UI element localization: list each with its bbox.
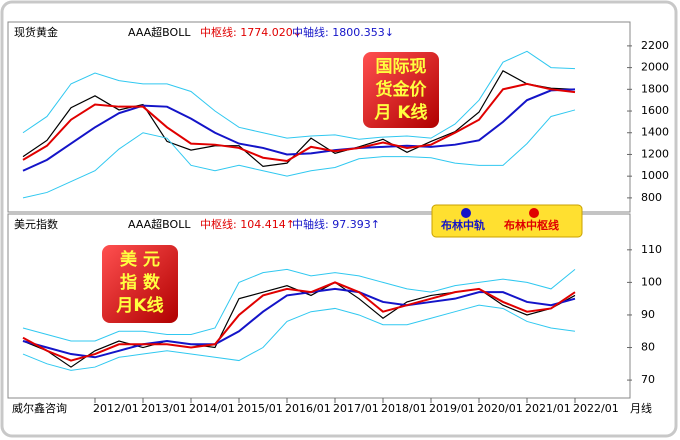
source: 威尔鑫咨询 — [12, 401, 67, 415]
x-tick-label: 2013/01 — [141, 402, 187, 415]
series-line — [22, 304, 576, 371]
y-tick-label: 1200 — [641, 147, 669, 160]
y-tick-label: 2200 — [641, 39, 669, 52]
y-tick-label: 1400 — [641, 126, 669, 139]
y-tick-label: 800 — [641, 191, 662, 204]
x-tick-label: 2018/01 — [381, 402, 427, 415]
panel-top — [7, 21, 631, 213]
annotation-box — [363, 52, 439, 128]
series-line — [22, 109, 576, 199]
pivot-label: 中枢线: 104.414↑ — [200, 217, 295, 231]
series-line — [22, 281, 576, 362]
x-tick-label: 2022/01 — [573, 402, 619, 415]
indicator-name: AAA超BOLL — [128, 217, 191, 231]
y-tick-label: 110 — [641, 243, 662, 256]
x-tick-label: 2017/01 — [333, 402, 379, 415]
y-tick-label: 2000 — [641, 61, 669, 74]
x-tick-label: 2014/01 — [189, 402, 235, 415]
annotation: 美 元 — [120, 249, 160, 270]
annotation: 指 数 — [120, 272, 161, 293]
series-line — [22, 70, 576, 168]
y-tick-label: 70 — [641, 373, 655, 386]
x-axis-label: 月线 — [630, 401, 652, 415]
series-line — [22, 50, 576, 140]
y-tick-label: 80 — [641, 341, 655, 354]
mid-label: 中轴线: 97.393↑ — [292, 217, 380, 231]
x-tick-label: 2020/01 — [477, 402, 523, 415]
x-tick-label: 2019/01 — [429, 402, 475, 415]
panel-title: 美元指数 — [14, 217, 58, 231]
annotation-box — [102, 245, 178, 323]
indicator-name: AAA超BOLL — [128, 25, 191, 39]
series-line — [22, 82, 576, 163]
x-tick-label: 2012/01 — [93, 402, 139, 415]
annotation: 国际现 — [376, 57, 427, 77]
mid-label: 中轴线: 1800.353↓ — [292, 25, 394, 39]
legend-dot — [529, 208, 539, 218]
series-line — [22, 268, 576, 342]
y-tick-label: 1000 — [641, 169, 669, 182]
pivot-label: 中枢线: 1774.020↓ — [200, 25, 302, 39]
legend: 布林中轨 布林中枢线 — [431, 204, 583, 238]
y-tick-label: 90 — [641, 308, 655, 321]
annotation: 货金价 — [376, 79, 428, 100]
legend-dot — [461, 208, 471, 218]
panel-title: 现货黄金 — [14, 25, 58, 39]
x-tick-label: 2016/01 — [285, 402, 331, 415]
annotation: 月 K线 — [373, 102, 427, 123]
legend-label: 布林中轨 — [441, 218, 485, 232]
y-tick-label: 1600 — [641, 104, 669, 117]
y-tick-label: 1800 — [641, 82, 669, 95]
y-tick-label: 100 — [641, 275, 662, 288]
annotation: 月K线 — [115, 295, 163, 316]
x-tick-label: 2021/01 — [525, 402, 571, 415]
legend-label: 布林中枢线 — [504, 218, 559, 232]
x-tick-label: 2015/01 — [237, 402, 283, 415]
